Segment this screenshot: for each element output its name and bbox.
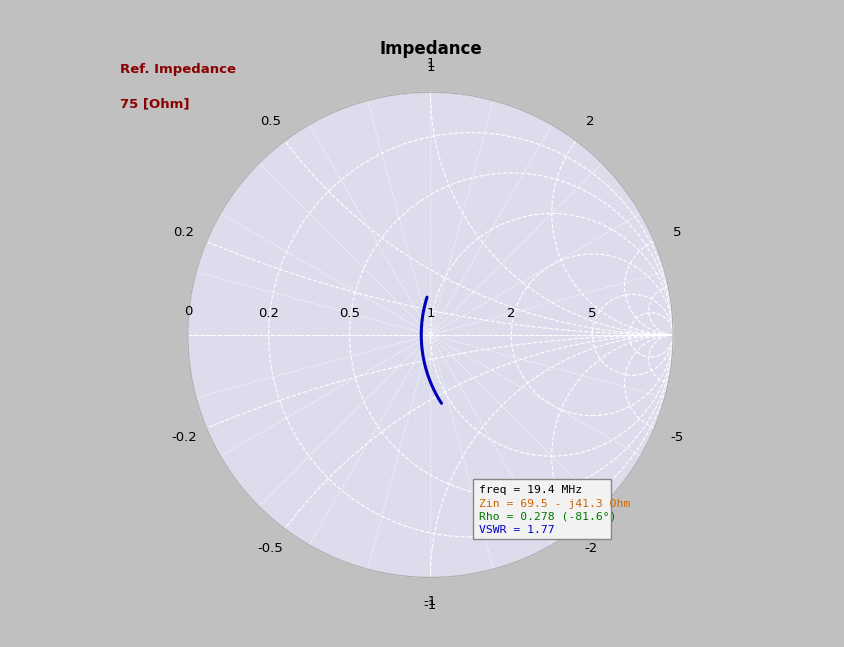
Text: Ref. Impedance: Ref. Impedance [120, 63, 235, 76]
Text: 0.5: 0.5 [339, 307, 360, 320]
Text: Zin = 69.5 - j41.3 Ohm: Zin = 69.5 - j41.3 Ohm [479, 498, 630, 509]
Text: freq = 19.4 MHz: freq = 19.4 MHz [479, 485, 582, 495]
Text: 1: 1 [426, 58, 435, 71]
Text: 5: 5 [673, 226, 681, 239]
Text: 1: 1 [426, 61, 435, 74]
Text: -0.2: -0.2 [171, 431, 197, 444]
Text: 0.5: 0.5 [260, 115, 281, 128]
Text: 1: 1 [426, 307, 435, 320]
Text: Impedance: Impedance [379, 39, 482, 58]
Text: -0.5: -0.5 [257, 542, 284, 555]
Text: -1: -1 [424, 595, 437, 608]
Text: 0.2: 0.2 [258, 307, 279, 320]
FancyBboxPatch shape [473, 479, 611, 538]
Text: 75 [Ohm]: 75 [Ohm] [120, 97, 189, 110]
Text: -5: -5 [670, 431, 684, 444]
Text: 2: 2 [507, 307, 516, 320]
Text: 5: 5 [588, 307, 597, 320]
Text: 0.2: 0.2 [174, 226, 195, 239]
Text: 2: 2 [587, 115, 595, 128]
Text: 0: 0 [184, 305, 192, 318]
Text: Rho = 0.278 (-81.6°): Rho = 0.278 (-81.6°) [479, 512, 616, 521]
Text: -2: -2 [584, 542, 598, 555]
Circle shape [188, 92, 673, 578]
Text: -1: -1 [424, 599, 437, 612]
Text: VSWR = 1.77: VSWR = 1.77 [479, 525, 555, 535]
